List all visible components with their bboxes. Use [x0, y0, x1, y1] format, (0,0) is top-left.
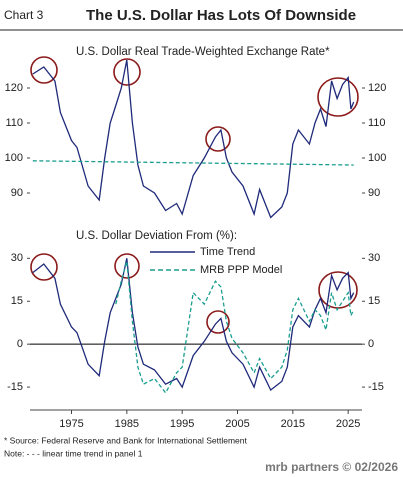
- data-line: [32, 59, 355, 219]
- y-tick-label: 90: [11, 187, 23, 199]
- y2-tick-label: -15: [368, 381, 384, 393]
- y2-tick-label: 90: [368, 187, 380, 199]
- x-tick-label: 1985: [115, 418, 139, 430]
- x-tick-label: 1995: [170, 418, 194, 430]
- y-tick-label: 120: [5, 82, 23, 94]
- chart-title: The U.S. Dollar Has Lots Of Downside: [86, 7, 356, 24]
- legend-label: MRB PPP Model: [200, 264, 282, 276]
- y2-tick-label: 15: [368, 295, 380, 307]
- data-line: [32, 258, 355, 392]
- highlight-circle: [317, 77, 359, 117]
- x-tick-label: 2005: [225, 418, 249, 430]
- x-tick-label: 2025: [336, 418, 360, 430]
- data-line: [32, 160, 354, 166]
- y-tick-label: 30: [11, 252, 23, 264]
- highlight-circle: [114, 253, 140, 279]
- y2-tick-label: 110: [368, 117, 386, 129]
- source-note: * Source: Federal Reserve and Bank for I…: [4, 435, 247, 445]
- annotations: [30, 56, 359, 334]
- y2-tick-label: 30: [368, 252, 380, 264]
- highlight-circle: [113, 58, 141, 86]
- highlight-circle: [205, 126, 231, 152]
- highlight-circle: [206, 310, 230, 334]
- y-tick-label: 15: [11, 295, 23, 307]
- y2-tick-label: 0: [368, 338, 374, 350]
- highlight-circle: [30, 56, 58, 84]
- y-tick-label: -15: [7, 381, 23, 393]
- panel-title: U.S. Dollar Deviation From (%):: [76, 230, 237, 242]
- x-tick-label: 2015: [281, 418, 305, 430]
- panel-title: U.S. Dollar Real Trade-Weighted Exchange…: [76, 46, 330, 58]
- logo: mrb partners © 02/2026: [265, 460, 398, 474]
- data-line: [115, 261, 355, 394]
- y-tick-label: 110: [5, 117, 23, 129]
- y-tick-label: 100: [5, 152, 23, 164]
- trend-note: Note: - - - linear time trend in panel 1: [4, 448, 143, 458]
- legend-label: Time Trend: [200, 246, 255, 258]
- y2-tick-label: 100: [368, 152, 386, 164]
- highlight-circle: [30, 253, 58, 281]
- highlight-circle: [318, 271, 358, 309]
- y-tick-label: 0: [17, 338, 23, 350]
- y2-tick-label: 120: [368, 82, 386, 94]
- x-tick-label: 1975: [59, 418, 83, 430]
- chart-label: Chart 3: [4, 8, 44, 22]
